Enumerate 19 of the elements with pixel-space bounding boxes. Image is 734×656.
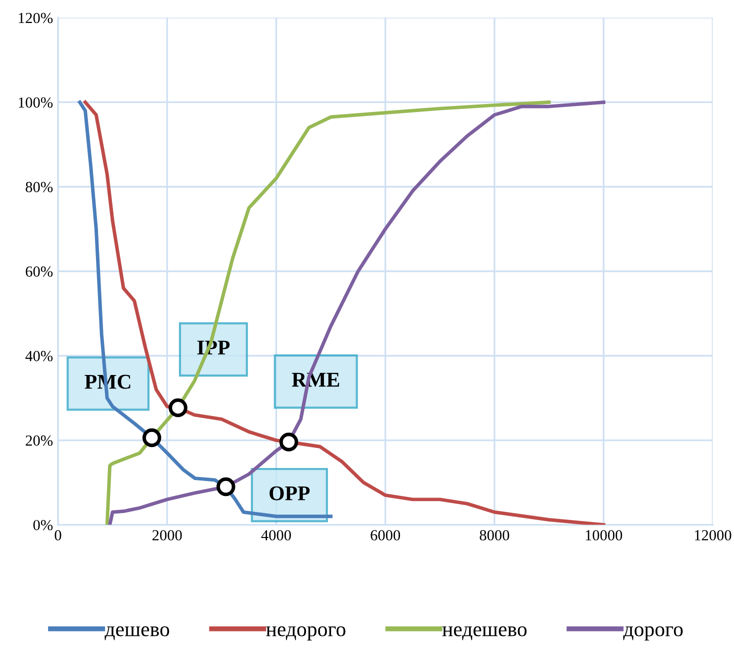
y-tick-label: 20%	[26, 435, 53, 446]
y-tick-label: 0%	[33, 520, 53, 530]
x-tick-label: 4000	[261, 530, 291, 540]
y-tick-label: 100%	[18, 97, 53, 108]
annotation: OPP	[270, 486, 310, 500]
y-tick-label: 80%	[26, 182, 53, 192]
x-tick-label: 0	[54, 530, 62, 540]
legend-label: дешево	[104, 626, 170, 640]
y-tick-label: 40%	[25, 350, 53, 362]
x-tick-label: 8000	[480, 530, 510, 540]
x-tick-label: 12000	[694, 530, 732, 540]
legend-label: дорого	[623, 626, 683, 641]
legend-label: недешево	[442, 626, 527, 640]
x-tick-label: 10000	[586, 530, 622, 540]
y-tick-label: 120%	[18, 12, 53, 24]
legend-label: недорого	[266, 626, 346, 641]
x-tick-label: 2000	[152, 530, 182, 540]
y-tick-label: 60%	[26, 266, 53, 277]
x-tick-label: 6000	[370, 530, 400, 540]
